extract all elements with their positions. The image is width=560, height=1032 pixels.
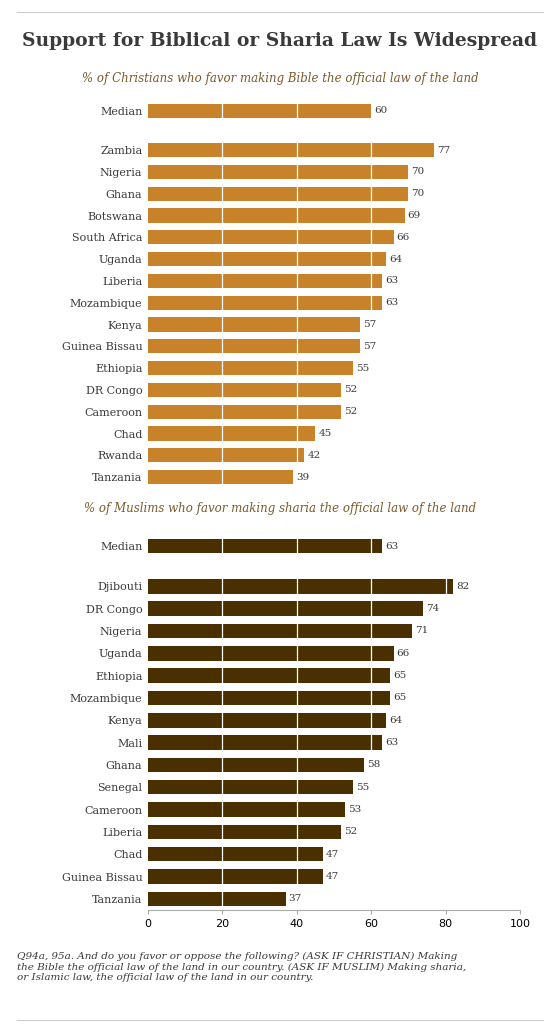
Text: 77: 77	[437, 146, 451, 155]
Text: 65: 65	[393, 671, 406, 680]
Bar	[148, 187, 408, 201]
Text: 71: 71	[415, 626, 428, 636]
Text: % of Christians who favor making Bible the official law of the land: % of Christians who favor making Bible t…	[82, 72, 478, 85]
Text: 66: 66	[396, 233, 410, 241]
Bar	[148, 825, 342, 839]
Text: 69: 69	[408, 211, 421, 220]
Bar	[148, 869, 323, 883]
Text: 70: 70	[412, 189, 424, 198]
Text: 52: 52	[344, 828, 358, 836]
Bar	[148, 669, 390, 683]
Bar	[148, 713, 386, 728]
Bar	[148, 273, 382, 288]
Text: % of Muslims who favor making sharia the official law of the land: % of Muslims who favor making sharia the…	[84, 502, 476, 515]
Text: 39: 39	[296, 473, 309, 482]
Bar	[148, 295, 382, 310]
Bar	[148, 405, 342, 419]
Text: 82: 82	[456, 582, 469, 591]
Text: Support for Biblical or Sharia Law Is Widespread: Support for Biblical or Sharia Law Is Wi…	[22, 32, 538, 50]
Text: 57: 57	[363, 342, 376, 351]
Bar	[148, 252, 386, 266]
Text: 55: 55	[356, 782, 369, 792]
Text: 64: 64	[389, 716, 402, 724]
Text: 66: 66	[396, 649, 410, 657]
Text: 65: 65	[393, 694, 406, 703]
Bar	[148, 802, 345, 816]
Text: 63: 63	[385, 738, 399, 747]
Text: 60: 60	[374, 106, 388, 116]
Bar	[148, 340, 360, 353]
Bar	[148, 736, 382, 750]
Bar	[148, 757, 364, 772]
Bar	[148, 602, 423, 616]
Text: 63: 63	[385, 277, 399, 286]
Bar	[148, 143, 435, 157]
Bar	[148, 318, 360, 331]
Text: 47: 47	[326, 872, 339, 881]
Text: 63: 63	[385, 542, 399, 551]
Bar	[148, 690, 390, 705]
Bar	[148, 230, 394, 245]
Bar	[148, 165, 408, 179]
Bar	[148, 104, 371, 118]
Text: 52: 52	[344, 408, 358, 416]
Bar	[148, 579, 453, 593]
Text: 53: 53	[348, 805, 361, 814]
Bar	[148, 623, 412, 638]
Text: 45: 45	[319, 429, 332, 438]
Bar	[148, 780, 353, 795]
Bar	[148, 470, 293, 484]
Bar	[148, 539, 382, 553]
Text: 37: 37	[288, 895, 302, 903]
Bar	[148, 426, 315, 441]
Text: 74: 74	[426, 604, 440, 613]
Text: 64: 64	[389, 255, 402, 263]
Bar	[148, 892, 286, 906]
Text: 70: 70	[412, 167, 424, 176]
Text: 47: 47	[326, 849, 339, 859]
Text: 63: 63	[385, 298, 399, 308]
Text: 58: 58	[367, 761, 380, 770]
Text: 52: 52	[344, 385, 358, 394]
Bar	[148, 448, 304, 462]
Text: 55: 55	[356, 363, 369, 373]
Bar	[148, 847, 323, 862]
Text: Q94a, 95a. And do you favor or oppose the following? (ASK IF CHRISTIAN) Making
t: Q94a, 95a. And do you favor or oppose th…	[17, 952, 466, 982]
Text: 42: 42	[307, 451, 320, 460]
Bar	[148, 646, 394, 660]
Bar	[148, 361, 353, 376]
Text: 57: 57	[363, 320, 376, 329]
Bar	[148, 208, 405, 223]
Bar	[148, 383, 342, 397]
